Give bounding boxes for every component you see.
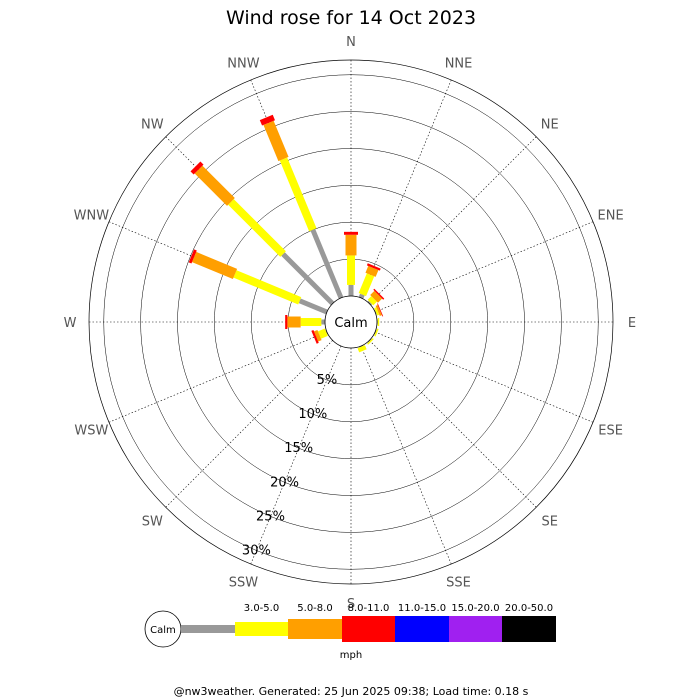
legend-bin-label: 5.0-8.0 — [297, 603, 332, 614]
bar-ne-3.0-5.0 — [367, 296, 377, 306]
legend-bin-label: 11.0-15.0 — [398, 603, 446, 614]
polar-grid: N NNE NE ENE E ESE SE SSE S SSW SW WSW W WNW NW NNW — [64, 35, 637, 612]
calm-circle-shape — [324, 295, 378, 349]
direction-label-ne: NE — [541, 117, 559, 132]
wind-bars — [188, 114, 385, 353]
speed-legend: Calm 3.0-5.0 5.0-8.0 8.0-11.0 11.0-15.0 15.0… — [144, 603, 556, 661]
ring-label: 25% — [256, 509, 285, 524]
legend-items: 3.0-5.0 5.0-8.0 8.0-11.0 11.0-15.0 15.0-20.0… — [181, 603, 556, 642]
legend-swatch-11.0-15.0 — [395, 616, 449, 642]
spoke-sw — [165, 340, 333, 508]
spoke-sse — [360, 345, 452, 565]
bar-wsw-8.0-11.0 — [311, 329, 319, 344]
direction-label-ese: ESE — [598, 424, 623, 439]
direction-label-sw: SW — [142, 515, 163, 530]
bar-ene-3.0-5.0 — [374, 307, 380, 316]
direction-label-e: E — [628, 316, 636, 331]
bar-nnw-5.0-8.0 — [263, 120, 289, 162]
ring-label: 15% — [284, 441, 313, 456]
legend-swatch-20.0-50.0 — [502, 616, 556, 642]
bar-wsw-3.0-5.0 — [317, 328, 328, 339]
legend-swatch-5.0-8.0 — [288, 619, 342, 639]
bar-wsw-5.0-8.0 — [313, 329, 322, 342]
bar-wnw-8.0-11.0 — [188, 249, 197, 264]
bar-nne-3.0-5.0 — [358, 273, 375, 297]
bar-nne-5.0-8.0 — [365, 265, 379, 277]
direction-label-ene: ENE — [598, 208, 624, 223]
ring-labels: 5% 10% 15% 20% 25% 30% — [242, 373, 337, 558]
bar-ne-8.0-11.0 — [373, 288, 385, 300]
grid-ring — [140, 111, 562, 533]
spoke-wsw — [108, 331, 328, 423]
legend-unit: mph — [340, 650, 362, 661]
chart-title: Wind rose for 14 Oct 2023 — [226, 7, 476, 29]
bar-nne-1.0-3.0 — [358, 293, 365, 299]
direction-label-se: SE — [541, 515, 557, 530]
direction-label-s: S — [347, 597, 355, 612]
bar-nne-8.0-11.0 — [366, 263, 381, 271]
legend-bin-label: 3.0-5.0 — [244, 603, 279, 614]
ring-label: 20% — [270, 475, 299, 490]
direction-label-n: N — [346, 35, 356, 50]
spoke-ene — [374, 221, 594, 313]
legend-bin-label: 8.0-11.0 — [348, 603, 390, 614]
ring-label: 30% — [242, 543, 271, 558]
direction-label-wsw: WSW — [74, 424, 108, 439]
bar-wnw-1.0-3.0 — [298, 298, 328, 315]
legend-swatch-1.0-3.0 — [181, 625, 235, 633]
spoke-se — [369, 340, 537, 508]
bar-se-3.0-5.0 — [367, 338, 374, 345]
bar-nnw-3.0-5.0 — [279, 157, 317, 232]
direction-label-ssw: SSW — [229, 576, 259, 591]
spoke-nne — [360, 79, 452, 299]
bar-nw-3.0-5.0 — [228, 199, 286, 257]
bar-nnw-1.0-3.0 — [310, 228, 344, 299]
spoke-ssw — [250, 345, 342, 565]
legend-bin-label: 20.0-50.0 — [505, 603, 553, 614]
footer-text: @nw3weather. Generated: 25 Jun 2025 09:3… — [174, 685, 529, 698]
bar-ne-5.0-8.0 — [370, 290, 383, 303]
bar-ese-3.0-5.0 — [374, 328, 379, 337]
calm-label: Calm — [334, 316, 367, 331]
legend-swatch-15.0-20.0 — [449, 616, 502, 642]
calm-circle: Calm — [324, 295, 378, 349]
direction-label-nnw: NNW — [227, 56, 259, 71]
grid-ring — [214, 185, 488, 459]
bar-nw-8.0-11.0 — [190, 161, 204, 175]
legend-swatch-8.0-11.0 — [342, 616, 395, 642]
bar-nw-5.0-8.0 — [194, 165, 235, 206]
ring-label: 5% — [317, 373, 338, 388]
direction-label-w: W — [64, 316, 77, 331]
direction-label-sse: SSE — [446, 576, 471, 591]
legend-bin-label: 15.0-20.0 — [451, 603, 499, 614]
bar-nw-1.0-3.0 — [281, 252, 335, 306]
legend-swatch-3.0-5.0 — [235, 622, 288, 636]
ring-label: 10% — [298, 407, 327, 422]
bar-wnw-3.0-5.0 — [233, 270, 302, 305]
direction-label-wnw: WNW — [74, 208, 110, 223]
bar-nnw-8.0-11.0 — [259, 114, 275, 126]
bar-wnw-5.0-8.0 — [192, 251, 238, 280]
bar-sse-3.0-5.0 — [357, 345, 367, 353]
spoke-ne — [369, 136, 537, 304]
direction-label-nw: NW — [141, 117, 164, 132]
bar-ene-5.0-8.0 — [375, 304, 382, 317]
direction-label-nne: NNE — [445, 56, 473, 71]
legend-calm-label: Calm — [150, 625, 176, 636]
spoke-ese — [374, 331, 594, 423]
